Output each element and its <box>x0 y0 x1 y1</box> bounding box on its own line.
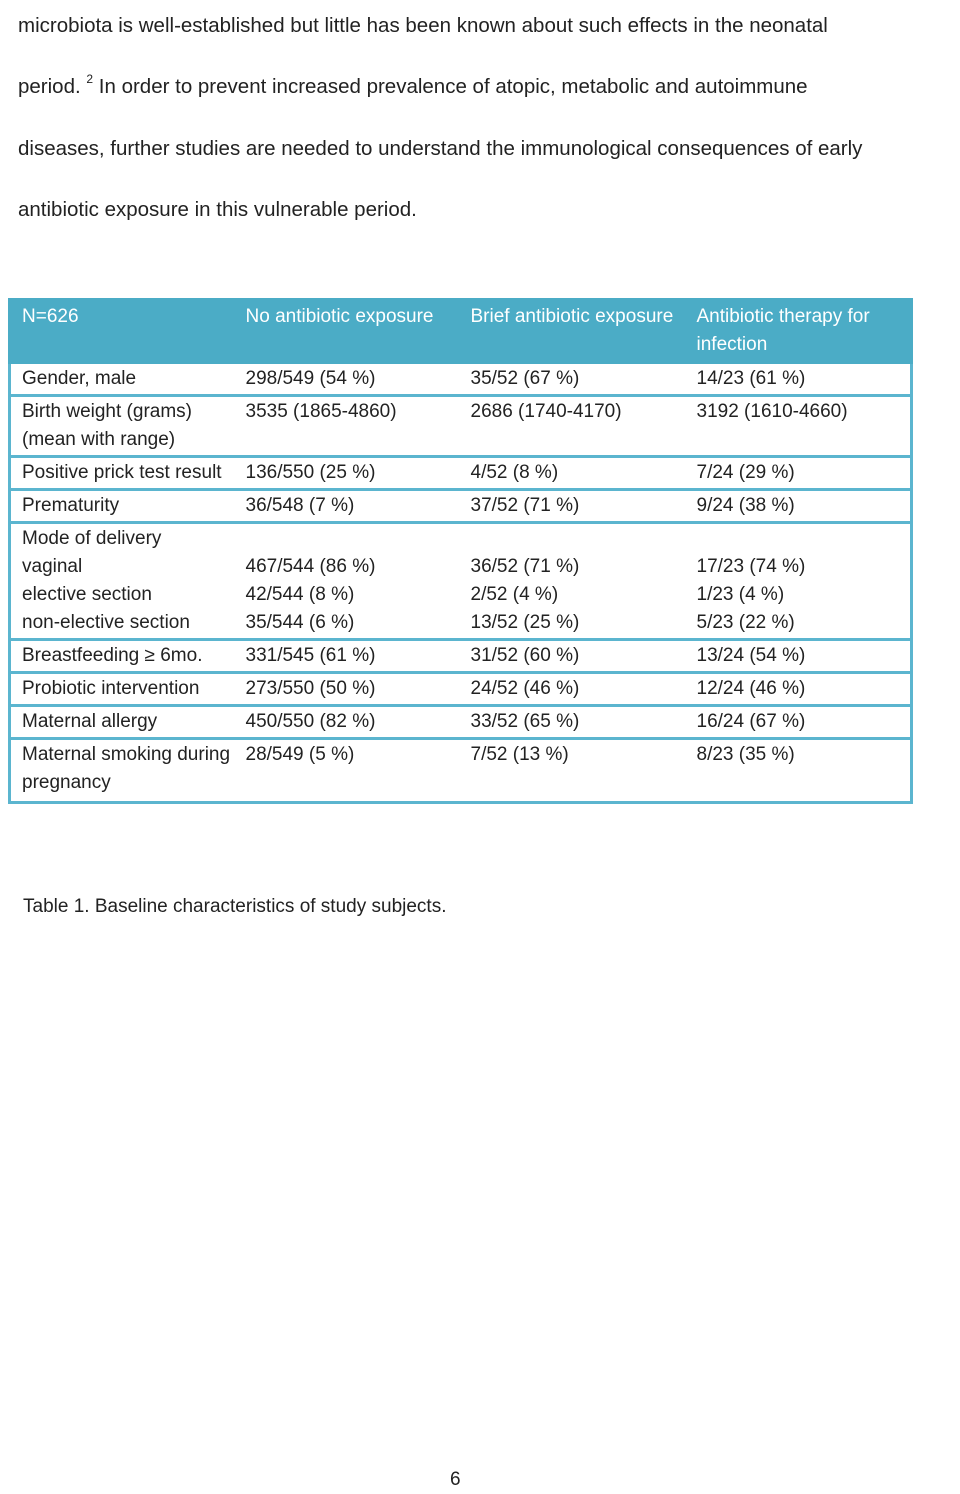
cell-value: 42/544 (8 %) <box>245 584 355 605</box>
table-cell: 36/548 (7 %) <box>234 488 460 523</box>
delivery-label: non-elective section <box>22 612 190 633</box>
table-cell: 12/24 (46 %) <box>685 671 913 706</box>
header-cell: Brief antibiotic exposure <box>459 298 686 364</box>
delivery-heading: Mode of delivery <box>22 528 162 549</box>
cell-value: 36/52 (71 %) <box>470 556 580 577</box>
table-cell: 298/549 (54 %) <box>234 361 460 396</box>
table-cell: 450/550 (82 %) <box>234 704 460 739</box>
delivery-label: elective section <box>22 584 152 605</box>
body-paragraph: microbiota is well-established but littl… <box>18 0 958 240</box>
table-cell: 31/52 (60 %) <box>459 638 686 673</box>
table-cell: 3192 (1610-4660) <box>685 394 913 457</box>
table-cell: 14/23 (61 %) <box>685 361 913 396</box>
row-label: Prematurity <box>8 488 235 523</box>
paragraph-text: period. <box>18 74 81 98</box>
row-label: Gender, male <box>8 361 235 396</box>
table-cell: 37/52 (71 %) <box>459 488 686 523</box>
table-cell: 33/52 (65 %) <box>459 704 686 739</box>
table-row: Prematurity 36/548 (7 %) 37/52 (71 %) 9/… <box>8 488 913 523</box>
cell-value: 2/52 (4 %) <box>470 584 559 605</box>
table-cell: 2686 (1740-4170) <box>459 394 686 457</box>
cell-value: 467/544 (86 %) <box>245 556 376 577</box>
paragraph-line: diseases, further studies are needed to … <box>18 137 863 160</box>
table-row-delivery: Mode of delivery vaginal elective sectio… <box>8 521 913 640</box>
paragraph-line: period. 2 In order to prevent increased … <box>18 57 958 120</box>
row-label: Probiotic intervention <box>8 671 235 706</box>
table-cell: 8/23 (35 %) <box>685 737 913 804</box>
header-cell: Antibiotic therapy for infection <box>685 298 913 364</box>
table-cell: 9/24 (38 %) <box>685 488 913 523</box>
table-cell: 273/550 (50 %) <box>234 671 460 706</box>
page-number: 6 <box>450 1469 461 1490</box>
table-cell: 35/52 (67 %) <box>459 361 686 396</box>
table-row: Maternal smoking during pregnancy 28/549… <box>8 737 913 804</box>
reference-superscript: 2 <box>86 71 94 86</box>
paragraph-line: microbiota is well-established but littl… <box>18 14 828 37</box>
row-label: Positive prick test result <box>8 455 235 490</box>
table-cell: 136/550 (25 %) <box>234 455 460 490</box>
table-row: Positive prick test result 136/550 (25 %… <box>8 455 913 490</box>
delivery-label: vaginal <box>22 556 83 577</box>
row-label: Maternal smoking during pregnancy <box>8 737 235 804</box>
cell-value: 5/23 (22 %) <box>696 612 795 633</box>
header-cell: N=626 <box>8 298 235 364</box>
table-row: Birth weight (grams) (mean with range) 3… <box>8 394 913 457</box>
table-cell: 331/545 (61 %) <box>234 638 460 673</box>
table-cell: 16/24 (67 %) <box>685 704 913 739</box>
row-label: Maternal allergy <box>8 704 235 739</box>
table-cell: 4/52 (8 %) <box>459 455 686 490</box>
table-row: Gender, male 298/549 (54 %) 35/52 (67 %)… <box>8 361 913 396</box>
table-row: Maternal allergy 450/550 (82 %) 33/52 (6… <box>8 704 913 739</box>
baseline-characteristics-table: N=626 No antibiotic exposure Brief antib… <box>8 298 913 804</box>
table-header-row: N=626 No antibiotic exposure Brief antib… <box>8 298 913 364</box>
table-cell: 36/52 (71 %) 2/52 (4 %) 13/52 (25 %) <box>459 521 686 640</box>
table-cell: 7/24 (29 %) <box>685 455 913 490</box>
table-cell: 24/52 (46 %) <box>459 671 686 706</box>
paragraph-text: In order to prevent increased prevalence… <box>93 74 808 98</box>
cell-value: 13/52 (25 %) <box>470 612 580 633</box>
row-label: Birth weight (grams) (mean with range) <box>8 394 235 457</box>
cell-value: 1/23 (4 %) <box>696 584 785 605</box>
header-cell: No antibiotic exposure <box>234 298 460 364</box>
table-cell: 467/544 (86 %) 42/544 (8 %) 35/544 (6 %) <box>234 521 460 640</box>
table-row: Probiotic intervention 273/550 (50 %) 24… <box>8 671 913 706</box>
row-label: Mode of delivery vaginal elective sectio… <box>8 521 235 640</box>
table-caption: Table 1. Baseline characteristics of stu… <box>23 896 447 917</box>
row-label: Breastfeeding ≥ 6mo. <box>8 638 235 673</box>
table-cell: 7/52 (13 %) <box>459 737 686 804</box>
table-cell: 28/549 (5 %) <box>234 737 460 804</box>
paragraph-line: antibiotic exposure in this vulnerable p… <box>18 197 417 221</box>
cell-value: 35/544 (6 %) <box>245 612 355 633</box>
table-cell: 13/24 (54 %) <box>685 638 913 673</box>
cell-value: 17/23 (74 %) <box>696 556 806 577</box>
table-row: Breastfeeding ≥ 6mo. 331/545 (61 %) 31/5… <box>8 638 913 673</box>
table-cell: 3535 (1865-4860) <box>234 394 460 457</box>
table-cell: 17/23 (74 %) 1/23 (4 %) 5/23 (22 %) <box>685 521 913 640</box>
